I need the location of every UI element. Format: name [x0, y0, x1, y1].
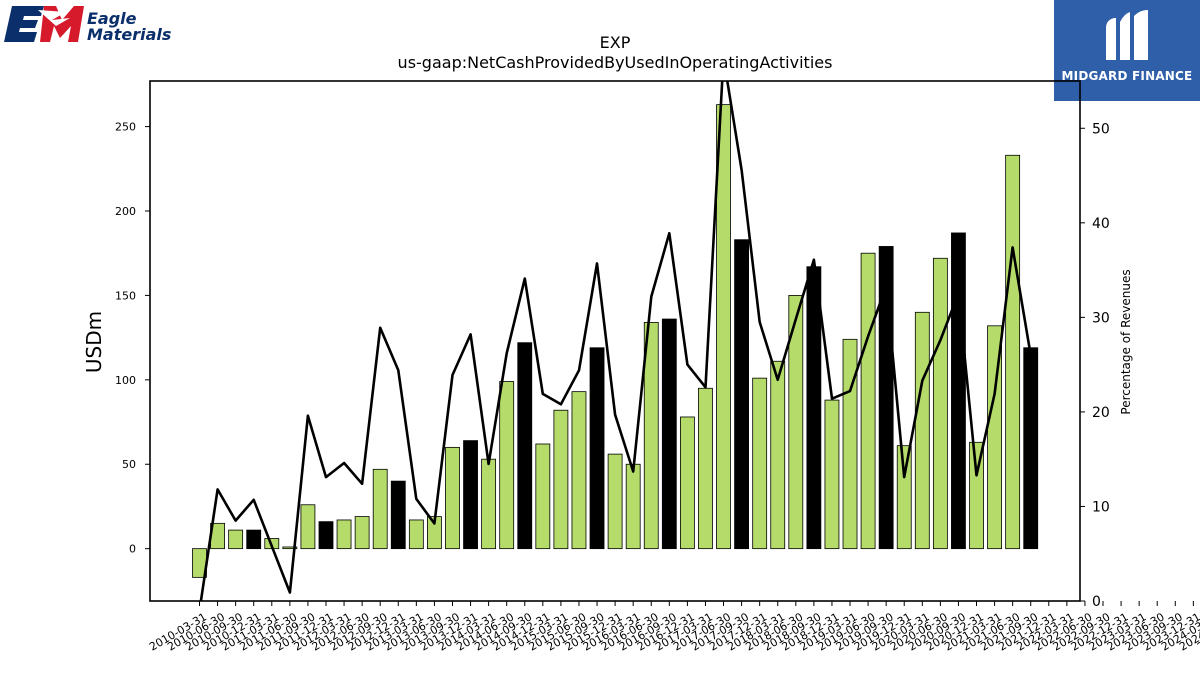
bar-15: [463, 440, 478, 550]
bar-14: [445, 446, 460, 550]
bar-39: [896, 445, 912, 550]
midgard-finance-logo: MIDGARD FINANCE: [1054, 0, 1200, 101]
chart-subtitle: us-gaap:NetCashProvidedByUsedInOperating…: [398, 53, 833, 72]
bar-37: [860, 252, 876, 550]
bar-20: [553, 409, 569, 550]
bar-43: [969, 441, 984, 550]
y-tick-label-5: 250: [115, 121, 136, 134]
bar-40: [914, 311, 930, 550]
bar-34: [806, 266, 822, 550]
bar-21: [571, 391, 587, 550]
eagle-materials-logo: Eagle Materials: [4, 4, 179, 46]
bar-28: [698, 387, 713, 550]
bar-45: [1005, 154, 1021, 550]
y2-tick-label-2: 20: [1092, 405, 1110, 421]
y-tick-label-1: 50: [122, 458, 136, 471]
y2-tick-label-5: 50: [1092, 121, 1110, 137]
chart-title: EXP: [600, 33, 631, 52]
y2-axis-label: Percentage of Revenues: [1119, 269, 1133, 414]
bar-42: [951, 232, 966, 550]
y-tick-label-2: 100: [115, 374, 136, 387]
bar-series: [192, 104, 1039, 578]
bar-22: [589, 347, 605, 550]
y-tick-label-4: 200: [115, 205, 136, 218]
bar-9: [354, 516, 370, 550]
logo-word-1: Eagle: [87, 9, 137, 28]
bar-10: [372, 468, 388, 550]
bar-30: [734, 239, 749, 550]
bar-12: [408, 519, 424, 550]
bar-26: [661, 318, 677, 550]
bar-24: [625, 463, 641, 550]
line-series-path: [199, 81, 1032, 601]
bar-35: [824, 399, 840, 550]
bar-27: [679, 416, 695, 550]
bar-6: [300, 504, 316, 550]
bar-41: [932, 257, 948, 550]
y2-tick-label-4: 40: [1092, 216, 1110, 232]
y2-tick-label-1: 10: [1092, 499, 1110, 515]
y-tick-label-0: 0: [129, 543, 136, 556]
bar-19: [535, 443, 551, 550]
bar-18: [517, 342, 533, 550]
bar-23: [607, 453, 623, 550]
bar-3: [246, 529, 262, 550]
midgard-finance-name: MIDGARD FINANCE: [1061, 69, 1193, 83]
bar-8: [336, 519, 352, 550]
y2-tick-label-0: 0: [1092, 594, 1101, 610]
bar-7: [318, 521, 334, 550]
bar-25: [643, 322, 659, 550]
bar-16: [481, 458, 497, 550]
line-series: [199, 81, 1032, 601]
bar-33: [788, 295, 804, 550]
bar-2: [228, 529, 244, 550]
bar-32: [770, 360, 786, 550]
bar-17: [499, 381, 515, 550]
bar-29: [716, 104, 731, 550]
bar-36: [842, 338, 858, 550]
y2-tick-label-3: 30: [1092, 310, 1110, 326]
bar-31: [752, 377, 768, 550]
eagle-materials-logo-icon: [4, 6, 84, 42]
bar-5: [282, 546, 298, 550]
bar-44: [987, 325, 1002, 550]
logo-word-2: Materials: [87, 25, 172, 44]
axes: 050100150200250010203040502010-03-312010…: [115, 80, 1200, 654]
bar-11: [390, 480, 406, 550]
y-axis-label: USDm: [82, 311, 106, 373]
y-tick-label-3: 150: [115, 289, 136, 302]
bar-46: [1023, 347, 1039, 550]
midgard-finance-logo-icon: [1106, 10, 1148, 60]
